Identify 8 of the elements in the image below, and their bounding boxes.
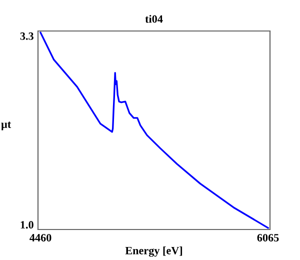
y-tick-label: 1.0	[20, 221, 34, 229]
y-tick-label: 3.3	[20, 32, 34, 40]
chart-title: ti04	[145, 14, 163, 23]
y-axis-title: µt	[1, 122, 12, 130]
line-series	[40, 32, 269, 229]
x-tick-label: 6065	[257, 234, 279, 242]
x-axis-title: Energy [eV]	[125, 246, 182, 257]
x-tick-label: 4460	[30, 234, 52, 242]
